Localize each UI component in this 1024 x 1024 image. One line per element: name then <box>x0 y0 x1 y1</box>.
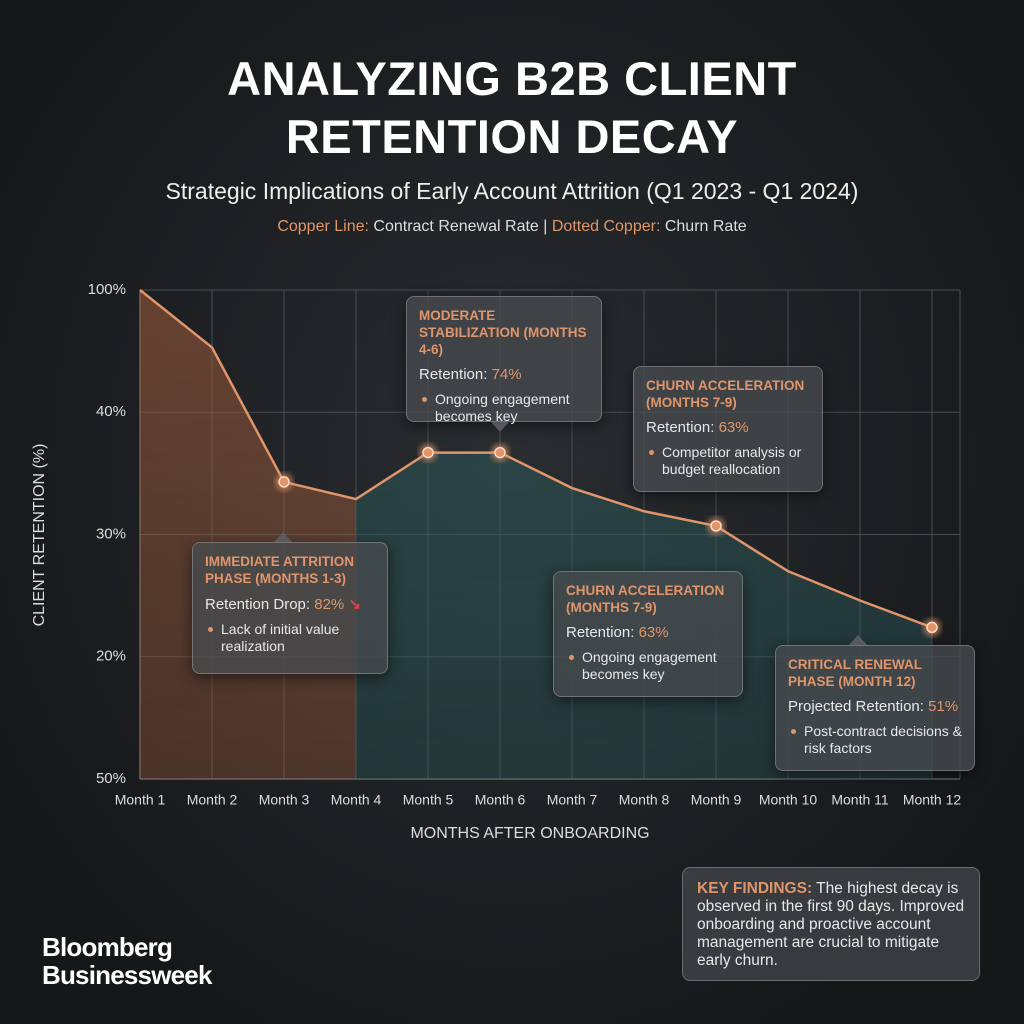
x-tick-label: Month 9 <box>691 792 742 808</box>
y-tick-label: 20% <box>96 648 126 665</box>
annotation-metric: Retention: <box>566 624 635 641</box>
marker <box>494 446 506 459</box>
x-tick-label: Month 8 <box>619 792 670 808</box>
annotation: MODERATE STABILIZATION (MONTHS 4-6) Rete… <box>406 296 602 425</box>
x-tick-label: Month 5 <box>403 792 454 808</box>
key-findings-label: KEY FINDINGS: <box>697 880 813 897</box>
key-findings-text: The highest decay is observed in the fir… <box>697 880 965 969</box>
line <box>139 289 933 629</box>
annotation-metric: Projected Retention: <box>788 698 924 715</box>
legend-text: Churn Rate <box>664 218 747 235</box>
brand-line: Bloomberg <box>42 932 173 962</box>
annotation-bullet: Post-contract decisions & risk factors <box>788 723 962 757</box>
pointer <box>274 532 292 542</box>
marker <box>278 476 290 488</box>
annotation-metric: Retention: <box>646 419 715 436</box>
marker <box>710 520 722 532</box>
brand: Bloomberg Businessweek <box>42 933 212 989</box>
annotation-value: 63% <box>638 624 669 641</box>
annotation-title: IMMEDIATE ATTRITION PHASE (MONTHS 1-3) <box>205 554 354 586</box>
x-tick-label: Month 10 <box>759 792 818 808</box>
x-tick-label: Month 11 <box>831 792 889 808</box>
y-tick-label: 30% <box>96 525 126 542</box>
y-axis-label: CLIENT RETENTION (%) <box>31 444 48 627</box>
annotation-title: MODERATE STABILIZATION (MONTHS 4-6) <box>419 308 587 357</box>
annotation: IMMEDIATE ATTRITION PHASE (MONTHS 1-3) R… <box>192 542 388 674</box>
key-findings: KEY FINDINGS: The highest decay is obser… <box>682 867 980 981</box>
annotation-value: 51% <box>928 698 959 715</box>
subtitle: Strategic Implications of Early Account … <box>165 178 859 204</box>
annotation-bullet: Ongoing engagement becomes key <box>566 649 730 683</box>
y-tick-label: 50% <box>96 770 126 787</box>
down-arrow: ↘ <box>348 596 362 613</box>
legend-text: Contract Renewal Rate | <box>373 218 548 235</box>
x-tick-label: Month 1 <box>115 792 166 808</box>
x-tick-label: Month 7 <box>547 792 598 808</box>
annotation-value: 82% <box>314 596 345 613</box>
annotation-title: CRITICAL RENEWAL PHASE (MONTH 12) <box>788 657 922 689</box>
annotation-bullet: Competitor analysis or budget reallocati… <box>646 444 810 478</box>
annotation-title: CHURN ACCELERATION (MONTHS 7-9) <box>566 583 725 615</box>
x-axis-label: MONTHS AFTER ONBOARDING <box>410 825 649 842</box>
brand-line: Businessweek <box>42 960 212 990</box>
y-tick-label: 100% <box>88 281 126 298</box>
pointer <box>849 635 867 645</box>
annotation: CHURN ACCELERATION (MONTHS 7-9) Retentio… <box>553 571 743 697</box>
annotation-title: CHURN ACCELERATION (MONTHS 7-9) <box>646 378 805 410</box>
pointer <box>491 422 509 432</box>
annotation-value: 63% <box>718 419 749 436</box>
annotation-metric: Retention Drop: <box>205 596 311 613</box>
annotation-bullet: Ongoing engagement becomes key <box>419 391 589 425</box>
title: ANALYZING B2B CLIENT RETENTION DECAY <box>227 52 797 163</box>
legend: Copper Line: Contract Renewal Rate | Dot… <box>0 218 1024 236</box>
annotation: CHURN ACCELERATION (MONTHS 7-9) Retentio… <box>633 366 823 492</box>
y-tick-label: 40% <box>96 403 126 420</box>
annotation: CRITICAL RENEWAL PHASE (MONTH 12) Projec… <box>775 645 975 771</box>
x-tick-label: Month 3 <box>259 792 310 808</box>
annotation-metric: Retention: <box>419 366 488 383</box>
annotation-value: 74% <box>491 366 522 383</box>
x-tick-label: Month 2 <box>187 792 238 808</box>
annotation-bullet: Lack of initial value realization <box>205 621 375 655</box>
x-tick-label: Month 6 <box>475 792 526 808</box>
x-tick-label: Month 12 <box>903 792 962 808</box>
x-tick-label: Month 4 <box>331 792 382 808</box>
legend-key: Dotted Copper: <box>551 218 661 235</box>
legend-key: Copper Line: <box>277 218 369 235</box>
marker <box>926 621 938 634</box>
marker <box>422 446 434 459</box>
